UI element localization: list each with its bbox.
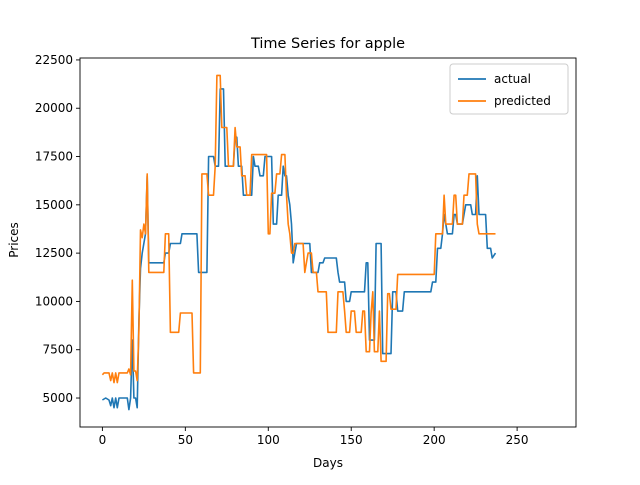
x-tick-label: 200 (423, 433, 446, 447)
y-tick-label: 10000 (35, 294, 73, 308)
y-tick-label: 7500 (42, 343, 73, 357)
y-tick-label: 15000 (35, 198, 73, 212)
x-tick-label: 150 (340, 433, 363, 447)
series-line-predicted (101, 74, 496, 384)
legend: actual predicted (449, 63, 569, 115)
chart-title: Time Series for apple (250, 36, 405, 52)
y-tick-label: 17500 (35, 150, 73, 164)
axes-frame (79, 57, 577, 428)
y-tick-label: 22500 (35, 53, 73, 67)
plot-area: 0 50 100 150 200 250 5000 7500 10000 12500 15000 17… (35, 53, 577, 447)
y-tick-label: 5000 (42, 391, 73, 405)
x-tick-label: 50 (178, 433, 193, 447)
x-tick-label: 0 (99, 433, 107, 447)
y-tick-label: 12500 (35, 246, 73, 260)
legend-label-predicted: predicted (494, 94, 551, 108)
x-tick-label: 250 (506, 433, 529, 447)
y-tick-label: 20000 (35, 101, 73, 115)
x-tick-label: 100 (257, 433, 280, 447)
y-axis-label: Prices (7, 222, 21, 258)
legend-label-actual: actual (494, 72, 531, 86)
x-axis-label: Days (313, 456, 343, 470)
